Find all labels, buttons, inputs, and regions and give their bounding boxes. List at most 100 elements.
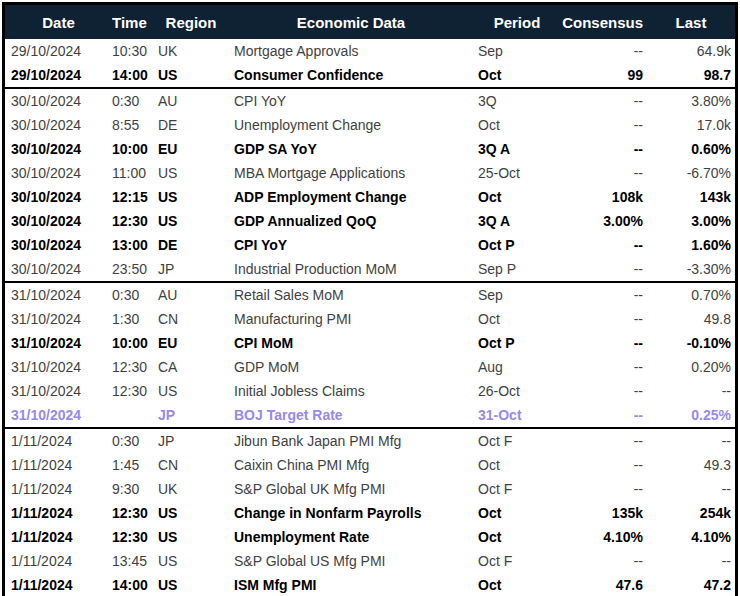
table-row: 31/10/202412:30CAGDP MoMAug--0.20% xyxy=(5,355,735,379)
cell-region: UK xyxy=(152,39,230,63)
cell-consensus: -- xyxy=(562,257,647,282)
cell-consensus: 3.00% xyxy=(562,209,647,233)
table-row: 30/10/202412:30USGDP Annualized QoQ3Q A3… xyxy=(5,209,735,233)
cell-region: US xyxy=(152,573,230,596)
cell-date: 31/10/2024 xyxy=(5,307,112,331)
table-row: 1/11/20241:45CNCaixin China PMI MfgOct--… xyxy=(5,453,735,477)
cell-consensus: 135k xyxy=(562,501,647,525)
cell-last: 0.25% xyxy=(647,403,735,428)
cell-period: 25-Oct xyxy=(472,161,562,185)
cell-last: 254k xyxy=(647,501,735,525)
cell-last: 1.60% xyxy=(647,233,735,257)
table-row: 29/10/202414:00USConsumer ConfidenceOct9… xyxy=(5,63,735,88)
cell-region: AU xyxy=(152,282,230,307)
cell-consensus: -- xyxy=(562,161,647,185)
cell-economic-data: Manufacturing PMI xyxy=(230,307,472,331)
cell-region: US xyxy=(152,525,230,549)
cell-region: CN xyxy=(152,307,230,331)
cell-region: US xyxy=(152,161,230,185)
cell-time: 14:00 xyxy=(112,573,152,596)
cell-last: -0.10% xyxy=(647,331,735,355)
cell-economic-data: CPI MoM xyxy=(230,331,472,355)
cell-consensus: 47.6 xyxy=(562,573,647,596)
cell-last: 4.10% xyxy=(647,525,735,549)
cell-date: 30/10/2024 xyxy=(5,88,112,113)
table-row: 1/11/202412:30USChange in Nonfarm Payrol… xyxy=(5,501,735,525)
table-row: 31/10/20241:30CNManufacturing PMIOct--49… xyxy=(5,307,735,331)
table-row: 30/10/202423:50JPIndustrial Production M… xyxy=(5,257,735,282)
cell-date: 29/10/2024 xyxy=(5,63,112,88)
cell-consensus: -- xyxy=(562,379,647,403)
cell-time: 0:30 xyxy=(112,428,152,453)
cell-date: 29/10/2024 xyxy=(5,39,112,63)
cell-economic-data: ADP Employment Change xyxy=(230,185,472,209)
cell-region: US xyxy=(152,549,230,573)
cell-economic-data: MBA Mortgage Applications xyxy=(230,161,472,185)
cell-time: 23:50 xyxy=(112,257,152,282)
cell-economic-data: BOJ Target Rate xyxy=(230,403,472,428)
table-row: 1/11/20249:30UKS&P Global UK Mfg PMIOct … xyxy=(5,477,735,501)
cell-date: 30/10/2024 xyxy=(5,185,112,209)
cell-period: 31-Oct xyxy=(472,403,562,428)
cell-economic-data: CPI YoY xyxy=(230,88,472,113)
cell-economic-data: S&P Global UK Mfg PMI xyxy=(230,477,472,501)
table-row: 30/10/202412:15USADP Employment ChangeOc… xyxy=(5,185,735,209)
cell-period: Oct xyxy=(472,525,562,549)
cell-consensus: -- xyxy=(562,39,647,63)
cell-time xyxy=(112,403,152,428)
cell-time: 12:30 xyxy=(112,355,152,379)
cell-date: 1/11/2024 xyxy=(5,428,112,453)
table-row: 31/10/202412:30USInitial Jobless Claims2… xyxy=(5,379,735,403)
cell-economic-data: GDP Annualized QoQ xyxy=(230,209,472,233)
table-row: 31/10/2024JPBOJ Target Rate31-Oct--0.25% xyxy=(5,403,735,428)
cell-last: 98.7 xyxy=(647,63,735,88)
cell-date: 1/11/2024 xyxy=(5,453,112,477)
cell-date: 30/10/2024 xyxy=(5,161,112,185)
cell-period: Oct xyxy=(472,453,562,477)
cell-last: 3.80% xyxy=(647,88,735,113)
cell-region: EU xyxy=(152,331,230,355)
cell-economic-data: Caixin China PMI Mfg xyxy=(230,453,472,477)
cell-economic-data: ISM Mfg PMI xyxy=(230,573,472,596)
column-header-period: Period xyxy=(472,5,562,39)
cell-region: JP xyxy=(152,403,230,428)
cell-time: 12:15 xyxy=(112,185,152,209)
cell-time: 13:45 xyxy=(112,549,152,573)
cell-date: 30/10/2024 xyxy=(5,209,112,233)
column-header-region: Region xyxy=(152,5,230,39)
cell-period: Oct P xyxy=(472,331,562,355)
cell-economic-data: Unemployment Change xyxy=(230,113,472,137)
table-body: 29/10/202410:30UKMortgage ApprovalsSep--… xyxy=(5,39,735,596)
cell-period: Oct P xyxy=(472,233,562,257)
cell-consensus: -- xyxy=(562,453,647,477)
cell-region: JP xyxy=(152,428,230,453)
cell-consensus: -- xyxy=(562,428,647,453)
cell-economic-data: Mortgage Approvals xyxy=(230,39,472,63)
cell-time: 9:30 xyxy=(112,477,152,501)
cell-time: 12:30 xyxy=(112,209,152,233)
cell-period: Sep xyxy=(472,39,562,63)
table-row: 31/10/20240:30AURetail Sales MoMSep--0.7… xyxy=(5,282,735,307)
cell-last: 64.9k xyxy=(647,39,735,63)
cell-last: 17.0k xyxy=(647,113,735,137)
cell-economic-data: Retail Sales MoM xyxy=(230,282,472,307)
cell-last: -- xyxy=(647,549,735,573)
cell-region: US xyxy=(152,209,230,233)
cell-period: Sep xyxy=(472,282,562,307)
cell-date: 1/11/2024 xyxy=(5,573,112,596)
cell-economic-data: Industrial Production MoM xyxy=(230,257,472,282)
column-header-economic-data: Economic Data xyxy=(230,5,472,39)
cell-date: 31/10/2024 xyxy=(5,379,112,403)
cell-period: Oct xyxy=(472,113,562,137)
cell-last: 49.3 xyxy=(647,453,735,477)
cell-period: Oct F xyxy=(472,549,562,573)
cell-consensus: -- xyxy=(562,355,647,379)
table-row: 1/11/202414:00USISM Mfg PMIOct47.647.2 xyxy=(5,573,735,596)
cell-region: CN xyxy=(152,453,230,477)
cell-date: 1/11/2024 xyxy=(5,477,112,501)
cell-period: 3Q A xyxy=(472,209,562,233)
cell-time: 10:00 xyxy=(112,137,152,161)
cell-time: 14:00 xyxy=(112,63,152,88)
table-row: 1/11/202412:30USUnemployment RateOct4.10… xyxy=(5,525,735,549)
cell-date: 1/11/2024 xyxy=(5,525,112,549)
